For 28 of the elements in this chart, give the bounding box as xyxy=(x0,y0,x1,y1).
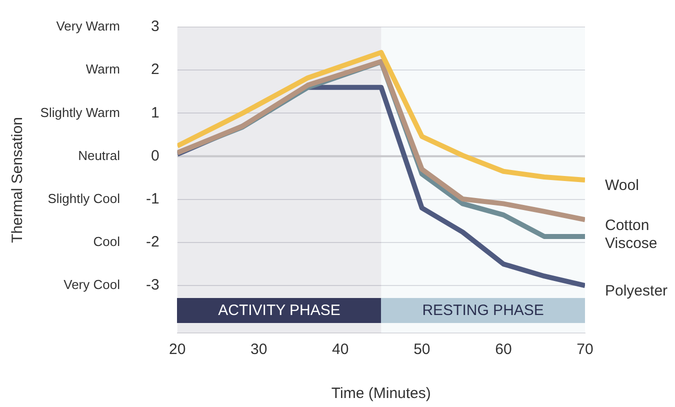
text: Warm xyxy=(86,62,120,77)
y-tick-label: -2 xyxy=(146,234,160,251)
series-label: Wool xyxy=(605,177,639,194)
phase-banner: RESTING PHASE xyxy=(381,298,585,323)
text: Very Cool xyxy=(64,277,120,292)
series-label: Viscose xyxy=(605,234,658,252)
y-tick-label: 3 xyxy=(150,18,160,36)
x-tick-label: 60 xyxy=(495,341,512,358)
series-label: Polyester xyxy=(605,282,668,300)
y-tick-label: 1 xyxy=(150,104,160,122)
text: Very Warm xyxy=(56,18,120,34)
text: Slightly Warm xyxy=(40,104,120,120)
x-tick-label: 30 xyxy=(250,341,268,358)
x-tick-label: 70 xyxy=(576,341,594,358)
y-tick-label: 0 xyxy=(150,147,160,164)
text: Thermal Sensation xyxy=(9,117,26,243)
text: Cool xyxy=(93,234,120,250)
y-tick-label: -3 xyxy=(146,276,160,294)
x-axis-title: Time (Minutes) xyxy=(331,385,431,402)
y-tick-label: 2 xyxy=(150,61,160,78)
x-tick-label: 20 xyxy=(168,341,186,358)
x-tick-label: 40 xyxy=(332,341,349,358)
x-tick-label: 50 xyxy=(414,341,430,358)
phase-banner: ACTIVITY PHASE xyxy=(177,298,382,323)
text: Neutral xyxy=(78,148,120,163)
y-tick-label: -1 xyxy=(146,190,160,208)
text: Slightly Cool xyxy=(48,190,120,206)
series-label: Cotton xyxy=(605,216,650,234)
